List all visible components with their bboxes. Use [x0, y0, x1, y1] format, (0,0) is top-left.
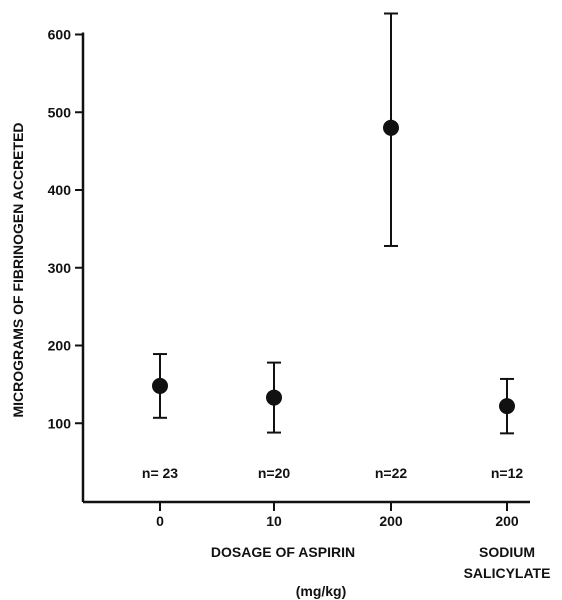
sodium-salicylate-label-line1: SODIUM: [479, 544, 535, 560]
n-label-0: n= 23: [142, 465, 178, 481]
x-tick-label-2: 200: [379, 513, 403, 529]
n-label-3: n=12: [491, 465, 524, 481]
y-axis-label: MICROGRAMS OF FIBRINOGEN ACCRETED: [10, 122, 26, 417]
y-tick-label-600: 600: [48, 27, 72, 43]
y-tick-label-100: 100: [48, 415, 72, 431]
y-tick-label-300: 300: [48, 260, 72, 276]
x-tick-label-0: 0: [156, 513, 164, 529]
x-tick-label-3: 200: [495, 513, 519, 529]
n-labels: n= 23 n=20 n=22 n=12: [142, 465, 523, 481]
sodium-salicylate-label-line2: SALICYLATE: [464, 565, 551, 581]
x-ticks: 0 10 200 200: [156, 502, 519, 529]
data-points: [152, 12, 515, 435]
n-label-1: n=20: [258, 465, 291, 481]
axes: [81, 32, 530, 504]
y-tick-label-400: 400: [48, 182, 72, 198]
x-axis-label: DOSAGE OF ASPIRIN: [211, 544, 355, 560]
data-point-0: [152, 377, 168, 394]
data-point-1: [266, 389, 282, 406]
data-point-3: [499, 398, 515, 415]
y-tick-label-200: 200: [48, 338, 72, 354]
data-point-2: [383, 119, 399, 136]
y-tick-label-500: 500: [48, 104, 72, 120]
n-label-2: n=22: [375, 465, 408, 481]
x-axis-unit-label: (mg/kg): [296, 583, 347, 599]
y-ticks: 100 200 300 400 500 600: [48, 27, 83, 431]
x-tick-label-1: 10: [266, 513, 282, 529]
